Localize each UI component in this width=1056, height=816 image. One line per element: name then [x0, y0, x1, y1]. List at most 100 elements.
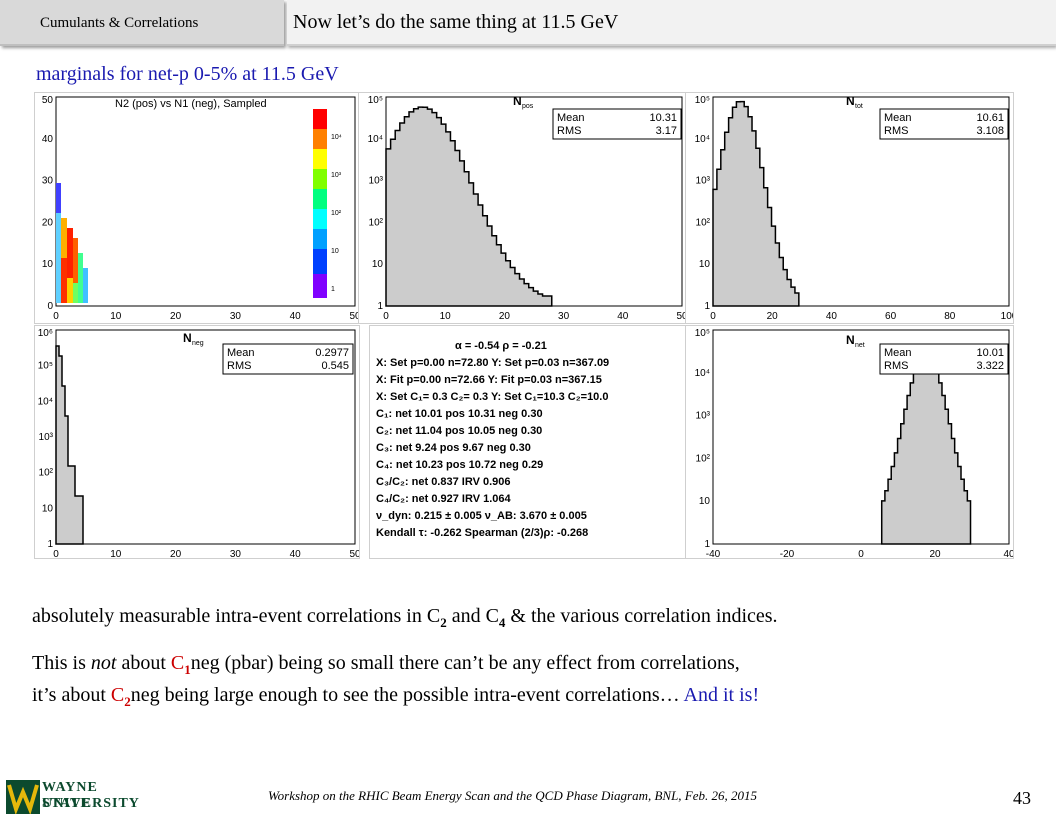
y-tick-label: 10⁵ [695, 95, 710, 106]
y-tick-label: 40 [42, 134, 54, 145]
x-tick-label: 40 [826, 311, 838, 322]
stats-line: C₃/C₂: net 0.837 IRV 0.906 [376, 476, 511, 488]
panel-nneg: 0 10 20 30 40 50 10⁶ 10⁵ 10⁴ 10³ 10² 10 1 N neg Mean… [34, 325, 360, 559]
y-tick-label: 10 [699, 496, 711, 507]
y-tick-label: 10³ [696, 176, 711, 187]
x-tick-label: 0 [53, 311, 59, 322]
page-number: 43 [1013, 788, 1031, 808]
x-tick-label: 60 [885, 311, 897, 322]
p1-axis-ticks: 0 10 20 30 40 50 50 40 30 20 10 0 [42, 95, 359, 322]
section-tag: Cumulants & Correlations [0, 0, 284, 46]
z-tick-label: 10³ [331, 172, 342, 179]
nnet-histogram: -40 -20 0 20 40 10⁵ 10⁴ 10³ 10² 10 1 N net Mean 10… [695, 328, 1013, 558]
y-tick-label: 10³ [369, 176, 384, 187]
y-tick-label: 10² [696, 453, 711, 464]
p3-title: N [846, 94, 855, 108]
stats-line: X: Fit p=0.00 n=72.66 Y: Fit p=0.03 n=36… [376, 374, 602, 386]
x-tick-label: 50 [676, 311, 686, 322]
stats-text-block: α = -0.54 ρ = -0.21 X: Set p=0.00 n=72.80… [370, 326, 686, 558]
y-tick-label: 10⁴ [695, 368, 710, 379]
section-tag-label: Cumulants & Correlations [40, 15, 199, 31]
x-tick-label: 0 [383, 311, 389, 322]
y-tick-label: 10 [42, 259, 54, 270]
y-tick-label: 10² [39, 468, 54, 479]
x-tick-label: 0 [710, 311, 716, 322]
stats-line: C₄: net 10.23 pos 10.72 neg 0.29 [376, 459, 544, 471]
body-line-1: absolutely measurable intra-event correl… [32, 603, 778, 636]
stats-line: ν_dyn: 0.215 ± 0.005 ν_AB: 3.670 ± 0.005 [376, 510, 587, 522]
x-tick-label: 50 [349, 549, 359, 558]
p3-mean: 10.61 [976, 112, 1004, 124]
x-tick-label: 80 [944, 311, 956, 322]
panel-npos: 0 10 20 30 40 50 10⁵ 10⁴ 10³ 10² 10 1 N pos Mean 10… [358, 92, 687, 324]
logo-line-1: WAYNE STATE [42, 780, 98, 811]
c2-symbol: C [110, 684, 125, 706]
stats-line: C₂: net 11.04 pos 10.05 neg 0.30 [376, 425, 543, 437]
stats-line: C₄/C₂: net 0.927 IRV 1.064 [376, 493, 511, 505]
y-tick-label: 10² [696, 217, 711, 228]
x-tick-label: 40 [290, 549, 302, 558]
body-line-3: it’s about C2neg being large enough to s… [32, 682, 759, 715]
line2-b: about [116, 652, 171, 674]
p6-mean-label: Mean [884, 347, 912, 359]
line1-mid: and C [446, 605, 499, 627]
line2-not: not [90, 652, 117, 674]
stats-line: X: Set p=0.00 n=72.80 Y: Set p=0.03 n=36… [376, 357, 610, 369]
x-tick-label: 20 [929, 549, 941, 558]
panel-nnet: -40 -20 0 20 40 10⁵ 10⁴ 10³ 10² 10 1 N net Mean 10… [685, 325, 1014, 559]
y-tick-label: 10 [699, 259, 711, 270]
z-tick-label: 10² [331, 210, 342, 217]
y-tick-label: 10³ [696, 411, 711, 422]
x-tick-label: -40 [706, 549, 721, 558]
p3-mean-label: Mean [884, 112, 912, 124]
scatter-2d-plot: N2 (pos) vs N1 (neg), Sampled 10⁴ [42, 95, 359, 322]
y-tick-label: 10² [369, 217, 384, 228]
slide-subtitle: marginals for net-p 0-5% at 11.5 GeV [36, 63, 339, 85]
p4-rms: 0.545 [321, 360, 349, 372]
stats-line: Kendall τ: -0.262 Spearman (2/3)ρ: -0.26… [376, 527, 589, 539]
c4-subscript: 4 [498, 615, 506, 630]
slide-title: Now let’s do the same thing at 11.5 GeV [293, 11, 619, 33]
p4-axis-ticks: 0 10 20 30 40 50 10⁶ 10⁵ 10⁴ 10³ 10² 10 1 [38, 328, 359, 558]
p6-axis-ticks: -40 -20 0 20 40 10⁵ 10⁴ 10³ 10² 10 1 [695, 328, 1013, 558]
x-tick-label: 30 [230, 311, 242, 322]
line1-end: & the various correlation indices. [505, 605, 778, 627]
p6-rms: 3.322 [976, 360, 1004, 372]
slide-title-bar: Now let’s do the same thing at 11.5 GeV [287, 0, 1056, 46]
c2-subscript: 2 [440, 615, 447, 630]
y-tick-label: 10⁴ [368, 134, 383, 145]
y-tick-label: 1 [47, 539, 53, 550]
p6-rms-label: RMS [884, 360, 908, 372]
x-tick-label: 20 [499, 311, 511, 322]
x-tick-label: 40 [1003, 549, 1013, 558]
c1-symbol: C [170, 652, 185, 674]
y-tick-label: 0 [47, 301, 53, 312]
footer-text: Workshop on the RHIC Beam Energy Scan an… [268, 788, 758, 803]
x-tick-label: 20 [170, 311, 182, 322]
y-tick-label: 10 [42, 503, 54, 514]
y-tick-label: 10³ [39, 432, 54, 443]
ntot-hist-fill [712, 100, 800, 307]
nneg-hist-fill [55, 345, 84, 545]
y-tick-label: 1 [377, 301, 383, 312]
x-tick-label: 30 [230, 549, 242, 558]
line1-text: absolutely measurable intra-event correl… [32, 605, 441, 627]
panel-ntot: 0 20 40 60 80 100 10⁵ 10⁴ 10³ 10² 10 1 N tot Mean 1… [685, 92, 1014, 324]
y-tick-label: 10⁴ [695, 134, 710, 145]
p1-title: N2 (pos) vs N1 (neg), Sampled [115, 98, 267, 110]
line3-b: neg being large enough to see the possib… [130, 684, 684, 706]
stats-line: C₃: net 9.24 pos 9.67 neg 0.30 [376, 442, 531, 454]
p4-rms-label: RMS [227, 360, 251, 372]
panel-stats: α = -0.54 ρ = -0.21 X: Set p=0.00 n=72.80… [369, 325, 687, 559]
y-tick-label: 10⁵ [368, 95, 383, 106]
x-tick-label: 50 [349, 311, 359, 322]
x-tick-label: 0 [858, 549, 864, 558]
nneg-histogram: 0 10 20 30 40 50 10⁶ 10⁵ 10⁴ 10³ 10² 10 1 N neg Mean… [38, 328, 359, 558]
y-tick-label: 10⁶ [38, 328, 53, 339]
y-tick-label: 10⁴ [38, 396, 53, 407]
y-tick-label: 10⁵ [695, 328, 710, 339]
p2-mean: 10.31 [649, 112, 677, 124]
line3-a: it’s about [32, 684, 111, 706]
x-tick-label: 10 [110, 311, 122, 322]
z-tick-labels: 10⁴ 10³ 10² 10 1 [331, 134, 342, 293]
